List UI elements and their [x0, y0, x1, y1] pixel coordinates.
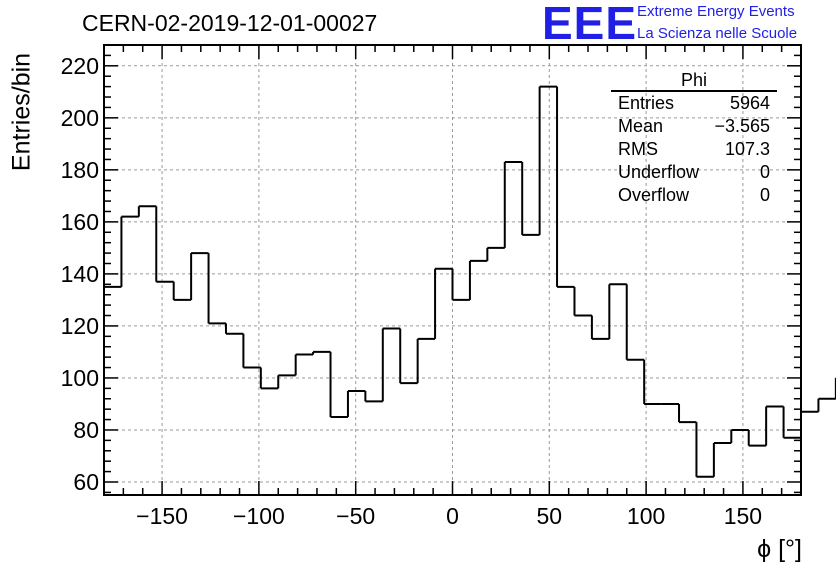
stats-row-overflow: Overflow 0: [611, 184, 777, 207]
y-tick-label: 180: [61, 157, 99, 183]
stats-box-title: Phi: [611, 70, 777, 92]
stats-value: −3.565: [714, 116, 770, 136]
stats-label: Mean: [618, 116, 664, 136]
x-tick-label: −50: [336, 503, 375, 529]
y-tick-label: 200: [61, 105, 99, 131]
x-tick-label: 150: [724, 503, 762, 529]
stats-label: Underflow: [618, 162, 700, 182]
x-axis-label: ϕ [°]: [757, 535, 802, 563]
logo-line-1: Extreme Energy Events: [637, 3, 795, 20]
logo-line-2: La Scienza nelle Scuole: [637, 25, 798, 42]
y-tick-label: 60: [73, 469, 99, 495]
stats-value: 0: [759, 185, 770, 205]
y-axis-label: Entries/bin: [7, 52, 36, 172]
y-tick-label: 140: [61, 261, 99, 287]
eee-logo: EEE: [542, 0, 638, 49]
stats-row-underflow: Underflow 0: [611, 161, 777, 184]
x-tick-label: −100: [233, 503, 285, 529]
y-tick-label: 100: [61, 365, 99, 391]
x-tick-label: 50: [537, 503, 563, 529]
x-tick-label: 100: [627, 503, 665, 529]
y-tick-label: 80: [73, 417, 99, 443]
chart-title: CERN-02-2019-12-01-00027: [82, 10, 378, 36]
stats-row-rms: RMS 107.3: [611, 138, 777, 161]
stats-row-entries: Entries 5964: [611, 92, 777, 115]
x-tick-label: −150: [136, 503, 188, 529]
stats-value: 107.3: [724, 139, 770, 159]
x-tick-label: 0: [446, 503, 459, 529]
y-tick-label: 160: [61, 209, 99, 235]
stats-value: 5964: [729, 93, 770, 113]
stats-label: Entries: [618, 93, 675, 113]
stats-box: Phi Entries 5964 Mean −3.565 RMS 107.3 U…: [611, 70, 777, 207]
stats-label: RMS: [618, 139, 658, 159]
y-tick-label: 120: [61, 313, 99, 339]
stats-value: 0: [759, 162, 770, 182]
stats-row-mean: Mean −3.565: [611, 115, 777, 138]
y-tick-label: 220: [61, 53, 99, 79]
stats-label: Overflow: [618, 185, 690, 205]
